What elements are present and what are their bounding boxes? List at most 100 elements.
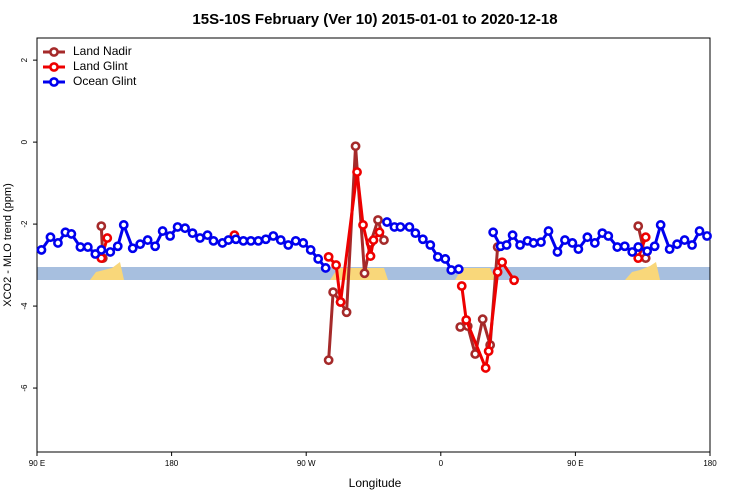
data-point [127,243,138,254]
data-point [589,238,600,248]
data-point [543,226,554,236]
y-tick-label: -4 [20,302,29,310]
x-tick-label: 90 E [567,459,583,468]
data-point [112,241,123,252]
data-point [53,238,63,248]
data-point [358,220,368,230]
data-point [515,240,525,250]
data-point [305,245,316,255]
chart-title: 15S-10S February (Ver 10) 2015-01-01 to … [192,11,557,28]
data-point [223,235,234,245]
data-point [195,233,205,243]
data-point [497,257,508,268]
data-point [105,247,116,257]
data-point [633,221,644,232]
data-point [331,260,342,270]
data-point [655,220,666,230]
data-point [649,241,660,252]
x-axis-label: Longitude [349,476,402,490]
data-point [374,227,385,238]
data-point [379,235,389,245]
data-point [453,264,464,275]
data-point [341,307,352,318]
data-point [702,231,712,241]
data-point [368,235,379,245]
data-point [245,236,256,246]
legend-marker [49,77,59,87]
data-point [582,232,593,243]
data-point [290,236,301,246]
data-point [135,239,146,250]
legend-label: Land Glint [73,59,128,73]
data-point [687,240,697,250]
legend-label: Ocean Glint [73,74,137,88]
data-point [320,263,331,273]
data-point [560,235,570,245]
plot-frame [36,37,711,453]
data-point [359,268,370,279]
data-point [82,242,93,252]
data-point [382,217,392,227]
data-point [664,244,675,254]
data-point [507,230,518,241]
x-tick-label: 90 E [29,459,45,468]
data-point [335,297,346,307]
data-point [150,241,161,252]
data-point [492,267,503,277]
data-point [573,244,584,254]
data-point [672,239,682,250]
x-tick-label: 90 W [297,459,316,468]
data-point [567,238,578,248]
data-point [118,220,129,230]
data-point [268,231,279,241]
legend-marker [49,47,59,57]
map-strip [37,262,710,280]
data-point [432,251,443,262]
data-point [298,238,309,248]
data-point [102,233,113,243]
data-point [187,228,198,239]
data-point [172,222,183,232]
data-point [552,247,563,257]
data-point [404,222,415,232]
legend-label: Land Nadir [73,44,132,58]
data-point [395,222,406,232]
data-point [373,215,383,225]
data-point [640,232,651,243]
data-point [694,226,705,236]
data-point [488,227,499,238]
y-tick-label: 2 [20,57,29,62]
data-point [528,238,539,248]
data-point [96,245,107,255]
data-point [328,287,339,298]
data-point [142,235,153,245]
series-line [460,246,500,355]
data-point [536,237,546,248]
data-point [253,236,264,246]
y-tick-label: 0 [20,139,29,144]
data-point [417,234,428,245]
data-point [231,234,241,245]
data-point [66,229,77,239]
data-point [603,231,614,241]
y-tick-label: -6 [20,384,29,392]
data-point [365,251,376,261]
data-point [260,234,271,245]
data-point [410,228,421,239]
data-point [440,254,451,264]
data-point [501,240,512,250]
data-point [202,230,213,241]
data-point [679,235,690,245]
data-point [238,236,249,246]
data-point [275,235,286,245]
data-point [446,265,457,275]
x-tick-label: 0 [439,459,444,468]
data-point [642,246,653,257]
data-point [455,322,466,332]
data-point [352,167,362,177]
x-tick-label: 180 [703,459,717,468]
data-point [456,281,467,291]
data-point [633,253,644,264]
data-point [45,232,56,243]
